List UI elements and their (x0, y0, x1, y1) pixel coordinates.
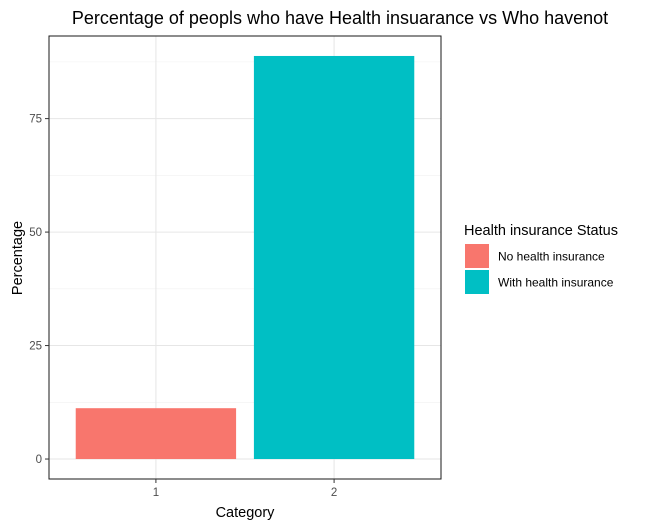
legend-label: No health insurance (498, 250, 605, 264)
legend: Health insurance Status No health insura… (464, 223, 618, 294)
y-axis: 0 25 50 75 (29, 114, 49, 466)
legend-title: Health insurance Status (464, 223, 618, 239)
y-tick-label: 25 (29, 341, 42, 353)
x-tick-label: 2 (331, 487, 337, 499)
y-tick-label: 50 (29, 227, 42, 239)
bar-2 (253, 55, 415, 460)
bar-1 (75, 408, 237, 460)
x-axis-title: Category (216, 505, 276, 521)
y-tick-label: 75 (29, 114, 42, 126)
chart-title: Percentage of peopls who have Health ins… (72, 8, 608, 28)
legend-swatch (465, 244, 489, 268)
legend-swatch (465, 270, 489, 294)
y-tick-label: 0 (36, 454, 42, 466)
x-tick-label: 1 (153, 487, 159, 499)
legend-label: With health insurance (498, 276, 614, 290)
plot-border (48, 35, 442, 480)
y-axis-title: Percentage (10, 221, 26, 295)
bars (75, 55, 415, 460)
